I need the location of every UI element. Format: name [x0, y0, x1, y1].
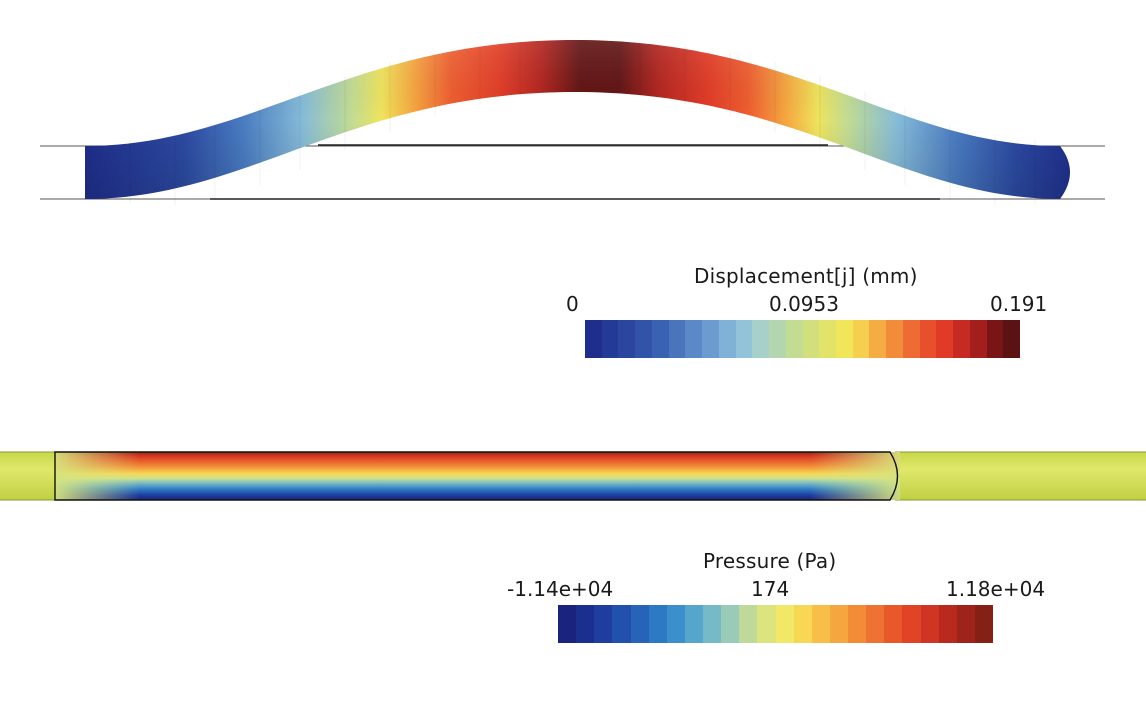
pressure-swatch [757, 605, 776, 643]
pressure-swatch [848, 605, 867, 643]
displacement-swatch [1003, 320, 1021, 358]
displacement-swatch [702, 320, 719, 358]
displacement-swatch [953, 320, 970, 358]
pressure-fade-right [805, 452, 900, 500]
pressure-swatch [703, 605, 722, 643]
mesh-bands [129, 41, 1036, 205]
displacement-swatch [718, 320, 736, 358]
displacement-view [40, 40, 1105, 205]
pressure-swatch [612, 605, 631, 643]
pressure-swatch [884, 605, 903, 643]
pressure-field [55, 452, 900, 500]
pressure-swatch [866, 605, 885, 643]
pressure-swatch [576, 605, 595, 643]
pressure-swatch [648, 605, 667, 643]
pressure-swatch [811, 605, 830, 643]
displacement-swatch [836, 320, 853, 358]
pressure-tick-min: -1.14e+04 [507, 577, 614, 601]
displacement-tick-max: 0.191 [990, 292, 1048, 316]
displacement-swatch [869, 320, 887, 358]
displacement-swatch [785, 320, 803, 358]
pressure-swatch [739, 605, 758, 643]
displacement-swatch [852, 320, 870, 358]
displacement-swatch [886, 320, 903, 358]
pressure-tick-mid: 174 [751, 577, 790, 601]
displacement-tick-mid: 0.0953 [769, 292, 839, 316]
displacement-tick-min: 0 [566, 292, 579, 316]
pressure-swatch [721, 605, 740, 643]
tube-left-section [0, 452, 56, 500]
displacement-swatch [601, 320, 619, 358]
displacement-swatch [902, 320, 920, 358]
pressure-swatch [956, 605, 975, 643]
displacement-swatch [651, 320, 669, 358]
pressure-swatch [974, 605, 993, 643]
pressure-swatch [938, 605, 957, 643]
flexible-section-outline [54, 451, 899, 501]
displacement-swatch [936, 320, 954, 358]
displacement-colorbar [585, 320, 1021, 358]
pressure-swatch [902, 605, 921, 643]
tube-right-section [895, 452, 1146, 500]
pressure-colorbar [558, 605, 993, 643]
displacement-swatch [802, 320, 820, 358]
pressure-legend-title: Pressure (Pa) [703, 549, 837, 573]
pressure-swatch [558, 605, 577, 643]
displacement-swatch [585, 320, 602, 358]
displacement-swatch [752, 320, 770, 358]
displacement-swatch [969, 320, 987, 358]
displacement-swatch [685, 320, 703, 358]
pipe-shading [85, 40, 1070, 199]
displacement-swatch [819, 320, 837, 358]
pressure-swatch [594, 605, 613, 643]
displacement-swatch [668, 320, 686, 358]
displacement-swatch [635, 320, 652, 358]
pressure-swatch [793, 605, 812, 643]
pressure-swatch [630, 605, 649, 643]
pressure-fade-left [55, 452, 145, 500]
displacement-swatch [986, 320, 1004, 358]
pressure-swatch [920, 605, 939, 643]
pressure-swatch [829, 605, 848, 643]
displacement-swatch [735, 320, 753, 358]
pressure-swatch [666, 605, 685, 643]
pressure-swatch [775, 605, 794, 643]
displacement-legend-title: Displacement[j] (mm) [694, 264, 918, 288]
pressure-swatch [684, 605, 703, 643]
displacement-swatch [919, 320, 937, 358]
displacement-swatch [769, 320, 786, 358]
pressure-tick-max: 1.18e+04 [946, 577, 1046, 601]
pressure-view [0, 451, 1146, 501]
displacement-swatch [618, 320, 636, 358]
